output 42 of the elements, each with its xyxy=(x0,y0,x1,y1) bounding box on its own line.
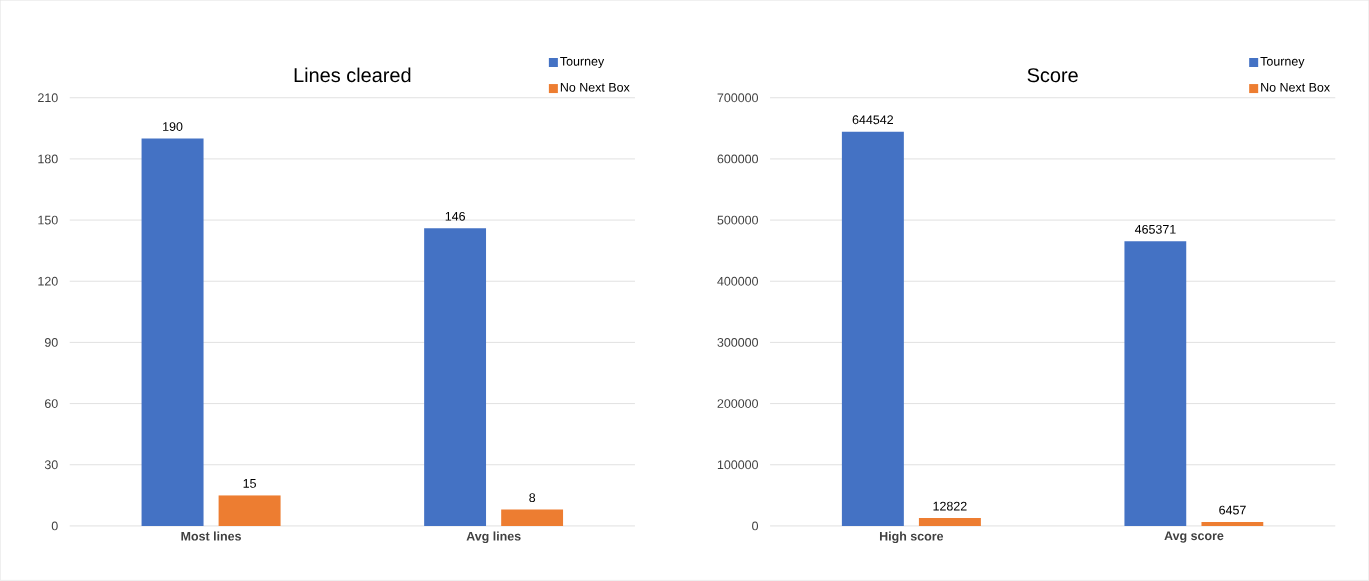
x-tick-label: Avg lines xyxy=(466,531,521,544)
bar xyxy=(1124,241,1187,527)
y-tick-label: 60 xyxy=(44,399,58,409)
bar xyxy=(501,509,564,527)
y-tick-label: 90 xyxy=(44,338,58,347)
chart-title: Score xyxy=(1027,68,1078,83)
x-tick-label: Avg score xyxy=(1164,531,1224,543)
x-tick-label: High score xyxy=(879,531,944,544)
y-tick-label: 30 xyxy=(44,460,58,470)
y-tick-label: 0 xyxy=(51,521,58,531)
data-label: 644542 xyxy=(852,115,893,125)
y-tick-label: 150 xyxy=(38,215,58,225)
y-tick-label: 100000 xyxy=(717,460,759,470)
legend-label: No Next Box xyxy=(560,83,630,92)
data-label: 8 xyxy=(529,493,536,503)
y-tick-label: 210 xyxy=(38,93,58,103)
y-tick-label: 400000 xyxy=(717,277,759,286)
bar xyxy=(918,518,981,527)
bar xyxy=(218,495,281,527)
legend-label: No Next Box xyxy=(1261,83,1330,92)
x-tick-label: Most lines xyxy=(181,531,241,541)
bar xyxy=(141,138,204,527)
y-tick-label: 600000 xyxy=(717,154,759,164)
y-tick-label: 200000 xyxy=(717,399,759,409)
bar xyxy=(841,131,904,527)
y-tick-label: 300000 xyxy=(717,338,759,347)
y-tick-label: 180 xyxy=(38,154,58,164)
y-tick-label: 0 xyxy=(752,521,759,531)
legend-label: Tourney xyxy=(560,57,605,69)
data-label: 6457 xyxy=(1219,505,1246,515)
y-tick-label: 500000 xyxy=(717,215,759,225)
y-tick-label: 700000 xyxy=(717,93,759,103)
bar xyxy=(424,228,487,527)
y-tick-label: 120 xyxy=(38,277,58,286)
chart-title: Lines cleared xyxy=(294,67,411,83)
legend-label: Tourney xyxy=(1260,57,1305,69)
bar xyxy=(1201,522,1264,527)
data-label: 15 xyxy=(243,479,256,488)
data-label: 146 xyxy=(445,212,465,221)
data-label: 465371 xyxy=(1134,225,1176,234)
data-label: 190 xyxy=(163,122,183,132)
data-label: 12822 xyxy=(933,501,967,511)
